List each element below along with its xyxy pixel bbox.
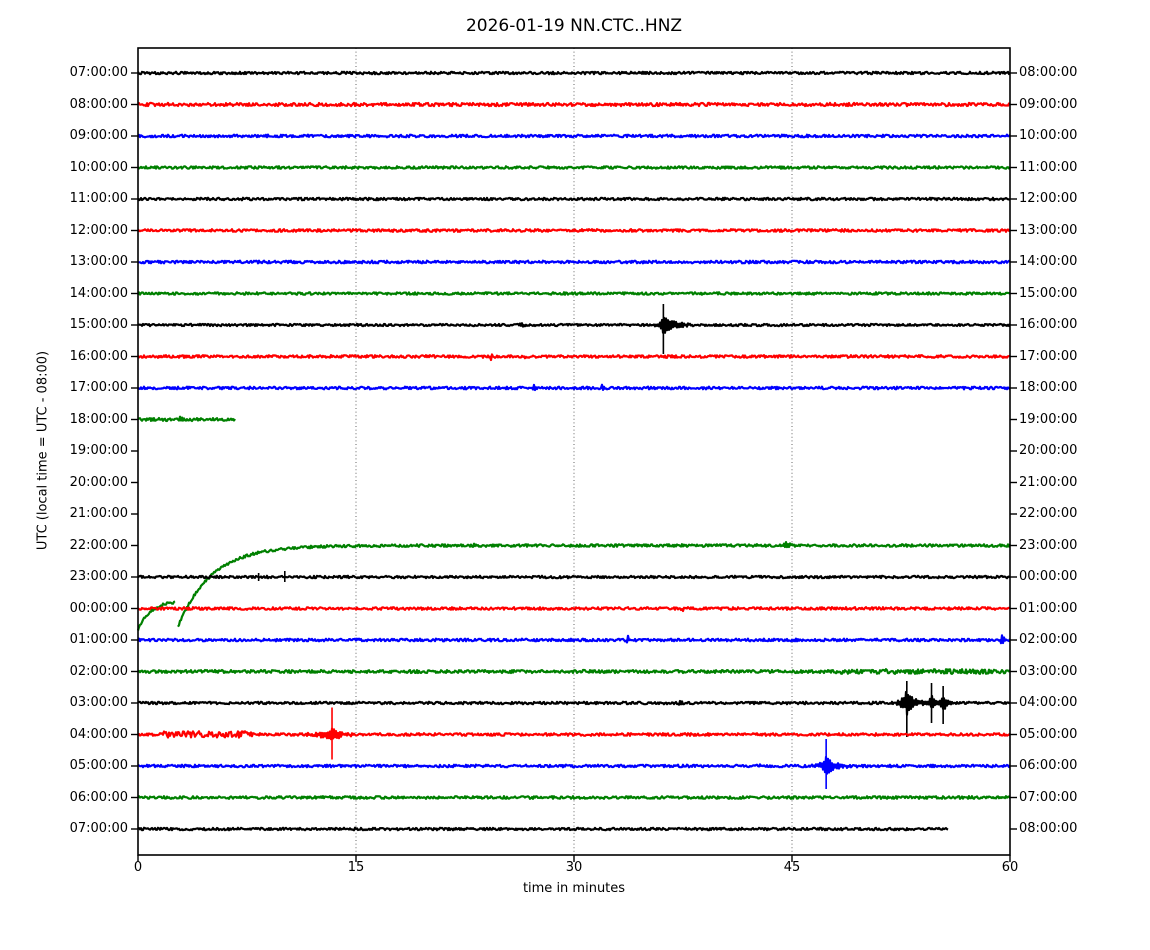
left-time-label: 08:00:00 bbox=[69, 96, 128, 112]
right-time-label: 00:00:00 bbox=[1019, 569, 1078, 584]
trace-row-11:00:00 bbox=[137, 196, 1011, 202]
right-time-label: 19:00:00 bbox=[1019, 411, 1078, 427]
trace-row-01:00:00 bbox=[136, 634, 1012, 645]
right-time-label: 08:00:00 bbox=[1019, 65, 1078, 80]
right-time-label: 11:00:00 bbox=[1019, 159, 1078, 175]
trace-row-05:00:00 bbox=[137, 755, 1011, 775]
right-time-label: 21:00:00 bbox=[1019, 474, 1078, 490]
left-time-label: 06:00:00 bbox=[69, 789, 128, 805]
right-time-label: 15:00:00 bbox=[1019, 285, 1078, 301]
trace-row-22:00:00 bbox=[177, 541, 1012, 628]
left-time-label: 05:00:00 bbox=[69, 758, 128, 773]
trace-row-08:00:00 bbox=[137, 101, 1011, 108]
left-time-label: 11:00:00 bbox=[69, 191, 128, 206]
left-time-label: 07:00:00 bbox=[69, 65, 128, 80]
left-time-label: 13:00:00 bbox=[69, 254, 128, 269]
right-time-label: 18:00:00 bbox=[1019, 380, 1078, 395]
left-time-label: 18:00:00 bbox=[69, 411, 128, 427]
x-tick-label: 0 bbox=[133, 860, 143, 875]
trace-row-04:00:00 bbox=[137, 727, 1011, 741]
trace-row-23:00:00 bbox=[137, 574, 1011, 580]
right-time-label: 01:00:00 bbox=[1019, 600, 1078, 616]
right-time-label: 14:00:00 bbox=[1019, 254, 1078, 269]
left-time-label: 22:00:00 bbox=[69, 537, 128, 553]
left-time-label: 10:00:00 bbox=[69, 159, 128, 175]
x-tick-label: 60 bbox=[1001, 860, 1019, 875]
trace-row-12:00:00 bbox=[137, 228, 1011, 233]
right-time-label: 17:00:00 bbox=[1019, 348, 1078, 364]
left-time-label: 09:00:00 bbox=[69, 128, 128, 143]
trace-row-13:00:00 bbox=[137, 259, 1011, 265]
trace-row-07:00:00 bbox=[137, 826, 949, 832]
trace-row-22:00:00 bbox=[136, 600, 176, 631]
left-time-label: 20:00:00 bbox=[69, 474, 128, 490]
trace-row-09:00:00 bbox=[137, 133, 1011, 139]
trace-row-03:00:00 bbox=[137, 690, 1011, 716]
x-tick-label: 15 bbox=[347, 860, 365, 875]
right-time-label: 06:00:00 bbox=[1019, 758, 1078, 773]
x-tick-label: 45 bbox=[783, 860, 801, 875]
right-time-label: 23:00:00 bbox=[1019, 537, 1078, 553]
right-time-label: 20:00:00 bbox=[1019, 443, 1078, 458]
trace-row-02:00:00 bbox=[137, 668, 1011, 675]
trace-row-18:00:00 bbox=[137, 415, 236, 423]
left-time-label: 16:00:00 bbox=[69, 348, 128, 364]
right-time-label: 08:00:00 bbox=[1019, 821, 1078, 836]
right-time-label: 10:00:00 bbox=[1019, 128, 1078, 143]
left-time-label: 12:00:00 bbox=[69, 222, 128, 238]
left-time-label: 17:00:00 bbox=[69, 380, 128, 395]
left-time-label: 04:00:00 bbox=[69, 726, 128, 742]
trace-row-00:00:00 bbox=[137, 606, 1011, 613]
left-time-label: 01:00:00 bbox=[69, 632, 128, 647]
left-time-label: 15:00:00 bbox=[69, 317, 128, 332]
trace-row-06:00:00 bbox=[137, 795, 1011, 800]
x-tick-label: 30 bbox=[565, 860, 583, 875]
right-time-label: 16:00:00 bbox=[1019, 317, 1078, 332]
left-time-label: 14:00:00 bbox=[69, 285, 128, 301]
trace-row-14:00:00 bbox=[137, 291, 1011, 296]
right-time-label: 09:00:00 bbox=[1019, 96, 1078, 112]
trace-row-16:00:00 bbox=[137, 353, 1011, 362]
right-time-label: 03:00:00 bbox=[1019, 663, 1078, 679]
trace-row-07:00:00 bbox=[137, 70, 1011, 76]
right-time-label: 02:00:00 bbox=[1019, 632, 1078, 647]
right-time-label: 13:00:00 bbox=[1019, 222, 1078, 238]
right-time-label: 07:00:00 bbox=[1019, 789, 1078, 805]
right-time-label: 12:00:00 bbox=[1019, 191, 1078, 206]
axes-box bbox=[137, 47, 1011, 856]
left-time-label: 03:00:00 bbox=[69, 695, 128, 710]
left-time-label: 23:00:00 bbox=[69, 569, 128, 584]
right-time-label: 04:00:00 bbox=[1019, 695, 1078, 710]
x-axis-label: time in minutes bbox=[522, 881, 626, 896]
right-time-label: 22:00:00 bbox=[1019, 506, 1078, 521]
left-time-label: 07:00:00 bbox=[69, 821, 128, 836]
trace-row-10:00:00 bbox=[137, 165, 1011, 170]
left-time-label: 00:00:00 bbox=[69, 600, 128, 616]
left-time-label: 19:00:00 bbox=[69, 443, 128, 458]
plot-title: 2026-01-19 NN.CTC..HNZ bbox=[465, 16, 683, 36]
left-time-label: 21:00:00 bbox=[69, 506, 128, 521]
left-time-label: 02:00:00 bbox=[69, 663, 128, 679]
right-time-label: 05:00:00 bbox=[1019, 726, 1078, 742]
trace-row-17:00:00 bbox=[137, 383, 1011, 392]
trace-row-15:00:00 bbox=[137, 316, 1011, 334]
